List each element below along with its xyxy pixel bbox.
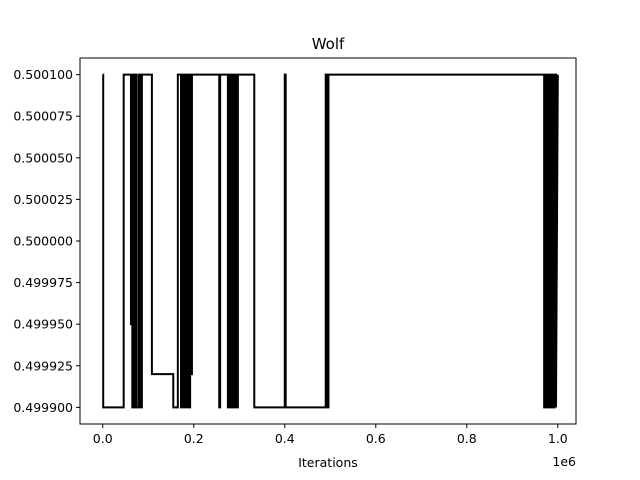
plot-area	[102, 73, 559, 409]
y-tick-label: 0.500050	[13, 150, 73, 165]
y-tick-label: 0.499950	[13, 317, 73, 332]
y-tick-label: 0.499975	[13, 275, 73, 290]
y-axis: 0.499900 0.499925 0.499950 0.499975 0.500000…	[13, 67, 80, 415]
x-tick-label: 1.0	[548, 431, 568, 446]
x-tick-label: 0.6	[366, 431, 386, 446]
y-tick-label: 0.500025	[13, 192, 73, 207]
y-tick-label: 0.499900	[13, 400, 73, 415]
x-tick-label: 0.0	[93, 431, 113, 446]
x-tick-label: 0.8	[457, 431, 477, 446]
y-tick-label: 0.500075	[13, 109, 73, 124]
x-axis-label: Iterations	[298, 455, 358, 470]
series-line-0	[102, 73, 559, 409]
x-axis-offset-label: 1e6	[552, 454, 576, 469]
x-axis: 0.0 0.2 0.4 0.6 0.8 1.0	[93, 424, 568, 446]
x-tick-label: 0.2	[184, 431, 204, 446]
x-tick-label: 0.4	[275, 431, 295, 446]
y-tick-label: 0.500000	[13, 234, 73, 249]
chart-title: Wolf	[312, 35, 345, 53]
y-tick-label: 0.500100	[13, 67, 73, 82]
y-tick-label: 0.499925	[13, 358, 73, 373]
